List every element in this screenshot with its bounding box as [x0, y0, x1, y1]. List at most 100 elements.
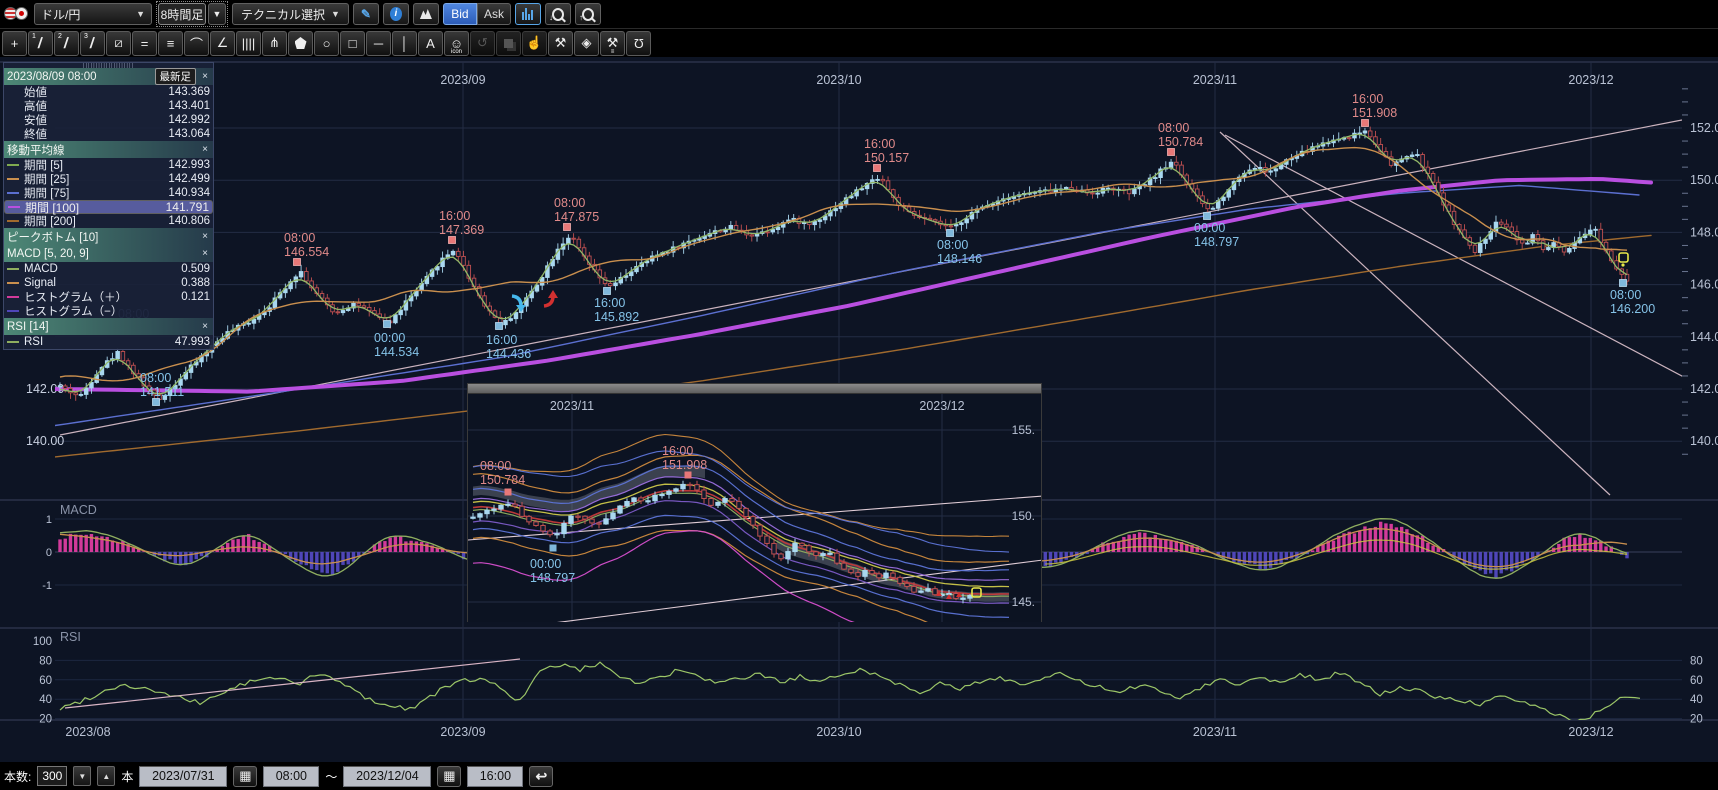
indicator-row[interactable]: 期間 [100] 141.791	[4, 200, 213, 215]
zoom-out-button[interactable]: ↓	[544, 3, 571, 25]
indicator-row[interactable]: 高値 143.401	[4, 99, 213, 113]
to-time-input[interactable]: 16:00	[467, 765, 524, 787]
candle-chart-button[interactable]	[514, 3, 541, 25]
svg-text:2023/12: 2023/12	[1568, 725, 1613, 739]
svg-text:20: 20	[39, 714, 52, 726]
timeframe-dropdown-button[interactable]: ▼	[208, 3, 226, 25]
zoom-out-icon	[551, 7, 564, 21]
svg-text:144.534: 144.534	[374, 345, 419, 359]
count-down-button[interactable]: ▼	[73, 766, 92, 786]
indicator-value: 140.934	[168, 187, 210, 199]
settings-wrench-tool[interactable]: ⚒	[548, 30, 573, 56]
latest-bar-button[interactable]: 最新足	[154, 68, 196, 85]
from-calendar-button[interactable]: ▦	[233, 765, 258, 787]
svg-text:08:00: 08:00	[1610, 288, 1641, 302]
close-icon[interactable]: ×	[202, 248, 208, 259]
line-color-swatch	[8, 206, 20, 208]
indicator-row[interactable]: ヒストグラム（−）	[4, 304, 213, 318]
from-date-input[interactable]: 2023/07/31	[139, 765, 228, 787]
bar-unit-label: 本	[121, 769, 134, 784]
indicator-info-panel[interactable]: |||||||||||||||||||| 2023/08/09 08:00 最新…	[3, 62, 214, 350]
vertical-grid-tool[interactable]: ||||	[236, 30, 261, 56]
indicator-value: 143.369	[168, 86, 210, 98]
svg-text:00:00: 00:00	[1194, 221, 1225, 235]
info-button[interactable]: i	[382, 3, 409, 25]
magnet-tool[interactable]: Ω	[626, 30, 651, 56]
indicator-row[interactable]: 期間 [25] 142.499	[4, 172, 213, 186]
draw-pencil-button[interactable]: ✎	[352, 3, 379, 25]
close-icon[interactable]: ×	[202, 321, 208, 332]
ellipse-tool[interactable]: ○	[314, 30, 339, 56]
currency-pair-select[interactable]: ドル/円 ▼	[34, 3, 152, 25]
pentagon-tool[interactable]	[288, 30, 313, 56]
indicator-row[interactable]: 期間 [75] 140.934	[4, 186, 213, 200]
indicator-row[interactable]: 終値 143.064	[4, 127, 213, 141]
indicator-row[interactable]: 期間 [5] 142.993	[4, 158, 213, 172]
bottom-range-toolbar: 本数: 300 ▼ ▲ 本 2023/07/31 ▦ 08:00 ～ 2023/…	[0, 762, 1718, 790]
bid-button[interactable]: Bid	[442, 3, 477, 25]
close-icon[interactable]: ×	[202, 71, 208, 82]
technical-select-button[interactable]: テクニカル選択 ▼	[232, 3, 349, 25]
indicator-row[interactable]: 安値 142.992	[4, 113, 213, 127]
indicator-row[interactable]: Signal 0.388	[4, 276, 213, 290]
indicator-value: 142.993	[168, 159, 210, 171]
indicator-row[interactable]: MACD 0.509	[4, 262, 213, 276]
trendline1-tool[interactable]: /1	[28, 30, 53, 56]
to-calendar-button[interactable]: ▦	[437, 765, 462, 787]
bar-count-input[interactable]: 300	[37, 766, 68, 786]
indicator-label: 終値	[24, 129, 47, 141]
svg-text:2023/11: 2023/11	[1193, 73, 1237, 87]
multi-lines-tool[interactable]: ≡	[158, 30, 183, 56]
close-icon[interactable]: ×	[202, 231, 208, 242]
indicator-row[interactable]: RSI 47.993	[4, 335, 213, 349]
line-color-swatch	[7, 164, 19, 166]
rectangle-tool[interactable]: □	[340, 30, 365, 56]
svg-text:150.157: 150.157	[864, 151, 909, 165]
ask-button[interactable]: Ask	[476, 3, 511, 25]
eraser-tool[interactable]: ◈	[574, 30, 599, 56]
svg-text:151.908: 151.908	[662, 458, 707, 472]
indicator-row[interactable]: 始値 143.369	[4, 85, 213, 99]
from-time-input[interactable]: 08:00	[263, 765, 320, 787]
count-up-button[interactable]: ▲	[97, 766, 116, 786]
vline-tool[interactable]: │	[392, 30, 417, 56]
indicator-settings-tool[interactable]: ⚒ ≡	[600, 30, 625, 56]
svg-text:08:00: 08:00	[937, 238, 968, 252]
fan-lines-tool[interactable]: ∠	[210, 30, 235, 56]
ruler-tool[interactable]: ⧄	[106, 30, 131, 56]
line-color-swatch	[7, 268, 19, 270]
panel-header-bar: 2023/08/09 08:00 最新足 ×	[4, 68, 213, 85]
to-date-input[interactable]: 2023/12/04	[343, 765, 432, 787]
crosshair-tool[interactable]: +	[2, 30, 27, 56]
indicator-value: 140.806	[168, 215, 210, 227]
svg-text:145.892: 145.892	[594, 310, 639, 324]
indicator-row[interactable]: 期間 [200] 140.806	[4, 214, 213, 228]
pitchfork-tool[interactable]: ⋔	[262, 30, 287, 56]
parallel-lines-tool[interactable]: =	[132, 30, 157, 56]
inset-zoom-window[interactable]: 2023/11 2023/12 155. 150. 145. 08:00 150.784 16…	[467, 383, 1044, 646]
svg-text:150.784: 150.784	[480, 473, 525, 487]
hline-tool[interactable]: ─	[366, 30, 391, 56]
zoom-in-button[interactable]: ↑	[574, 3, 601, 25]
calendar-icon: ▦	[443, 768, 456, 783]
mountain-chart-button[interactable]	[412, 3, 439, 25]
copy-tool	[496, 30, 521, 56]
svg-text:144.0: 144.0	[1690, 330, 1718, 344]
close-icon[interactable]: ×	[202, 144, 208, 155]
reload-button[interactable]: ↩	[529, 765, 554, 787]
arc-tool[interactable]: ⌒	[184, 30, 209, 56]
indicator-label: RSI	[24, 336, 44, 348]
trendline3-tool[interactable]: /3	[80, 30, 105, 56]
icon-stamp-tool[interactable]: ☺ icon	[444, 30, 469, 56]
timeframe-value[interactable]: 8時間足	[158, 3, 206, 25]
inset-window-titlebar[interactable]	[468, 384, 1041, 394]
trendline2-tool[interactable]: /2	[54, 30, 79, 56]
text-tool[interactable]: A	[418, 30, 443, 56]
indicator-row[interactable]: ヒストグラム（＋） 0.121	[4, 290, 213, 304]
panel-drag-handle[interactable]: ||||||||||||||||||||	[82, 63, 135, 68]
